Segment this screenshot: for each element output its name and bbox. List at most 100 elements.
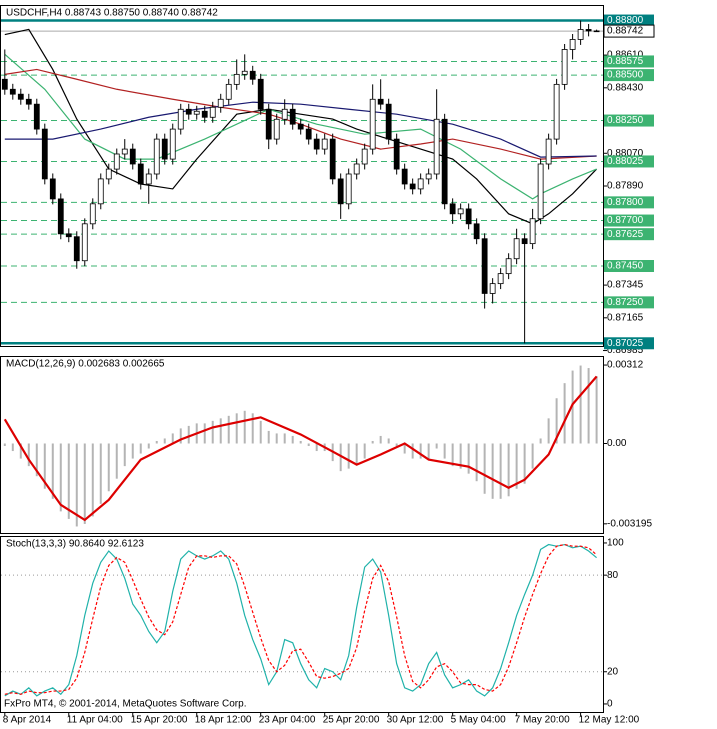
- macd-bar: [491, 443, 494, 499]
- macd-bar: [555, 398, 558, 444]
- y-tick-label: 0.00: [607, 438, 627, 449]
- macd-bar: [75, 443, 78, 527]
- macd-bar: [427, 443, 430, 459]
- candle-body: [417, 178, 424, 190]
- level-label-box: [604, 155, 654, 168]
- candle-body: [321, 138, 328, 150]
- macd-bar: [299, 440, 302, 444]
- panel-title: USDCHF,H4 0.88743 0.88750 0.88740 0.8874…: [6, 8, 218, 19]
- macd-bar: [443, 443, 446, 459]
- series-line: [3, 375, 598, 522]
- macd-bar: [11, 443, 14, 452]
- candle-body: [441, 118, 448, 205]
- candle-body: [361, 148, 368, 165]
- candle-body: [65, 233, 72, 238]
- y-tick-label: 0.87890: [607, 181, 644, 192]
- y-tick-label: 100: [607, 538, 624, 549]
- y-tick-label: 0: [607, 699, 613, 710]
- macd-bar: [251, 413, 254, 444]
- macd-bar: [99, 443, 102, 504]
- macd-bar: [283, 433, 286, 444]
- panel: Stoch(13,3,3) 90.8640 92.6123 100 80 20 0 8 A…: [0, 536, 640, 726]
- level-label: 0.87800: [607, 197, 644, 208]
- macd-bar: [539, 438, 542, 444]
- level-label-box: [604, 196, 654, 209]
- candle-body: [313, 138, 320, 150]
- macd-bar: [499, 443, 502, 499]
- y-tick-label: 0.88430: [607, 82, 644, 93]
- macd-bar: [155, 440, 158, 444]
- macd-bar: [259, 420, 262, 444]
- level-label-box: [604, 69, 654, 82]
- macd-bar: [235, 413, 238, 444]
- macd-bar: [531, 443, 534, 469]
- candle-body: [33, 103, 40, 130]
- candle-body: [465, 208, 472, 225]
- candle-body: [225, 83, 232, 100]
- y-tick-label: 0.86985: [607, 345, 644, 356]
- y-tick-label: 0.88610: [607, 50, 644, 61]
- candle-body: [305, 128, 312, 140]
- x-tick-label: 5 May 04:00: [451, 715, 506, 726]
- candle-body: [369, 98, 376, 150]
- candle-body: [433, 118, 440, 175]
- x-tick-label: 18 Apr 12:00: [195, 715, 252, 726]
- x-tick-label: 11 Apr 04:00: [67, 715, 123, 726]
- candle-body: [537, 163, 544, 220]
- last-price-label: 0.88742: [607, 26, 644, 37]
- candle-body: [569, 39, 576, 50]
- candle-body: [345, 173, 352, 205]
- candle-body: [353, 163, 360, 175]
- macd-bar: [35, 443, 38, 477]
- candle-body: [153, 138, 160, 175]
- macd-bar: [435, 443, 438, 449]
- candle-body: [233, 73, 240, 85]
- macd-bar: [587, 368, 590, 444]
- candle-body: [289, 108, 296, 125]
- candle-body: [561, 49, 568, 85]
- level-label-box: [604, 296, 654, 309]
- candle-body: [385, 103, 392, 140]
- macd-bar: [83, 443, 86, 524]
- candle-body: [97, 178, 104, 205]
- macd-bar: [43, 443, 46, 489]
- candle-body: [169, 128, 176, 160]
- candle-body: [449, 203, 456, 215]
- macd-bar: [595, 376, 598, 444]
- macd-bar: [515, 443, 518, 489]
- macd-bar: [107, 443, 110, 492]
- macd-bar: [267, 430, 270, 444]
- candle-body: [177, 108, 184, 130]
- level-label: 0.87450: [607, 261, 644, 272]
- candle-body: [521, 238, 528, 245]
- macd-bar: [171, 433, 174, 444]
- candle-body: [129, 148, 136, 165]
- panel-title: Stoch(13,3,3) 90.8640 92.6123: [6, 539, 144, 550]
- level-label: 0.87625: [607, 229, 644, 240]
- macd-bar: [211, 420, 214, 444]
- macd-bar: [243, 410, 246, 444]
- macd-bar: [187, 425, 190, 444]
- macd-bar: [227, 415, 230, 444]
- x-tick-label: 23 Apr 04:00: [259, 715, 316, 726]
- last-price-box: [603, 24, 655, 38]
- macd-bar: [563, 383, 566, 444]
- candle-body: [193, 110, 200, 115]
- candle-body: [489, 283, 496, 294]
- candle-body: [401, 168, 408, 185]
- candle-body: [121, 148, 128, 155]
- macd-bar: [379, 435, 382, 444]
- macd-bar: [59, 443, 62, 512]
- candle-body: [185, 108, 192, 115]
- macd-bar: [339, 443, 342, 472]
- candle-body: [577, 29, 584, 40]
- macd-bar: [27, 443, 30, 467]
- panel: USDCHF,H4 0.88743 0.88750 0.88740 0.8874…: [0, 5, 655, 356]
- macd-bar: [115, 443, 118, 479]
- panel-frame: [0, 5, 604, 347]
- level-label-box: [604, 214, 654, 227]
- level-label: 0.87250: [607, 297, 644, 308]
- macd-bar: [419, 443, 422, 459]
- macd-bar: [579, 365, 582, 444]
- candle-body: [17, 93, 24, 100]
